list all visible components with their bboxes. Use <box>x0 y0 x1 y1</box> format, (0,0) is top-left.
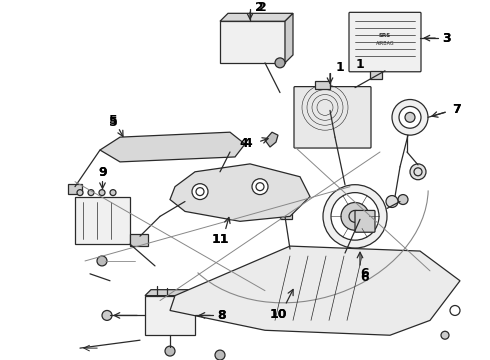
Polygon shape <box>170 164 310 221</box>
Text: 9: 9 <box>98 166 107 179</box>
Text: 8: 8 <box>217 309 225 322</box>
Polygon shape <box>170 246 460 335</box>
Circle shape <box>275 58 285 68</box>
Text: 9: 9 <box>98 166 107 179</box>
Circle shape <box>99 190 105 195</box>
Polygon shape <box>220 13 293 21</box>
Circle shape <box>323 185 387 248</box>
Text: 1: 1 <box>356 58 365 71</box>
Circle shape <box>386 195 398 207</box>
Text: 4: 4 <box>243 136 252 150</box>
Text: 1: 1 <box>336 61 344 74</box>
Bar <box>145 296 195 335</box>
Text: SRS: SRS <box>379 33 391 37</box>
Circle shape <box>399 107 421 128</box>
Text: 6: 6 <box>361 267 369 280</box>
Text: 5: 5 <box>109 116 118 129</box>
Text: 10: 10 <box>269 308 287 321</box>
Circle shape <box>252 179 268 195</box>
Circle shape <box>410 164 426 180</box>
Circle shape <box>102 310 112 320</box>
Bar <box>75 197 130 244</box>
Circle shape <box>405 112 415 122</box>
Text: 11: 11 <box>211 233 229 246</box>
Circle shape <box>192 184 208 199</box>
Circle shape <box>398 195 408 204</box>
Bar <box>130 234 148 246</box>
Circle shape <box>392 99 428 135</box>
Text: 11: 11 <box>211 233 229 246</box>
Circle shape <box>110 190 116 195</box>
Polygon shape <box>100 132 245 162</box>
Bar <box>280 210 292 219</box>
Text: 3: 3 <box>442 32 451 45</box>
Circle shape <box>341 203 369 230</box>
FancyBboxPatch shape <box>294 87 371 148</box>
Text: 5: 5 <box>109 114 118 127</box>
Bar <box>370 71 382 79</box>
Bar <box>315 81 330 89</box>
Text: 7: 7 <box>452 103 461 116</box>
Text: 2: 2 <box>255 1 264 14</box>
Text: 7: 7 <box>452 103 461 116</box>
FancyBboxPatch shape <box>349 12 421 72</box>
Text: AIRBAG: AIRBAG <box>376 41 394 46</box>
Circle shape <box>97 256 107 266</box>
Text: 2: 2 <box>258 1 267 14</box>
Circle shape <box>77 190 83 195</box>
Text: 10: 10 <box>269 308 287 321</box>
Circle shape <box>441 331 449 339</box>
Text: 3: 3 <box>442 32 451 45</box>
Polygon shape <box>285 13 293 63</box>
Text: 6: 6 <box>361 271 369 284</box>
Bar <box>220 21 285 63</box>
FancyBboxPatch shape <box>355 211 375 232</box>
Text: 4: 4 <box>239 136 248 150</box>
Circle shape <box>88 190 94 195</box>
Circle shape <box>215 350 225 360</box>
Polygon shape <box>265 132 278 147</box>
Circle shape <box>331 193 379 240</box>
Circle shape <box>165 346 175 356</box>
Text: 8: 8 <box>217 309 225 322</box>
Bar <box>68 184 82 194</box>
Polygon shape <box>145 290 201 296</box>
